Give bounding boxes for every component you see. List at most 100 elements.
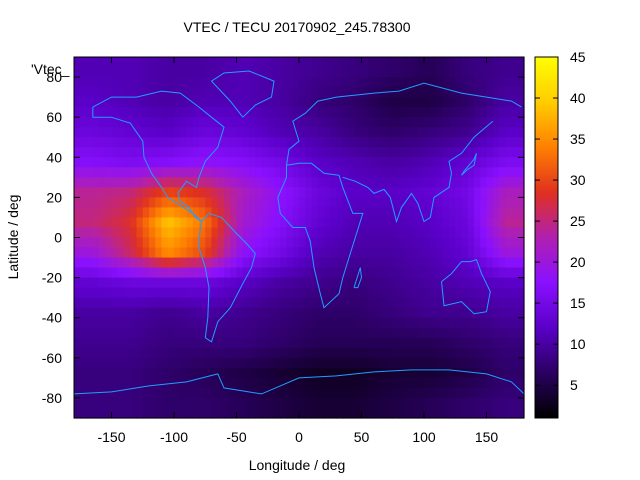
heatmap-cell [242, 297, 250, 309]
heatmap-cell [161, 397, 169, 409]
heatmap-cell [205, 217, 213, 229]
heatmap-cell [492, 357, 500, 369]
heatmap-cell [424, 97, 431, 108]
heatmap-cell [386, 357, 394, 369]
heatmap-cell [342, 67, 350, 78]
heatmap-cell [455, 347, 463, 359]
heatmap-cell [142, 137, 150, 148]
heatmap-cell [349, 367, 356, 379]
heatmap-cell [436, 197, 444, 209]
heatmap-cell [255, 107, 263, 118]
heatmap-cell [192, 177, 200, 188]
heatmap-cell [130, 337, 138, 349]
heatmap-cell [442, 197, 450, 209]
heatmap-cell [149, 117, 156, 128]
heatmap-cell [117, 217, 125, 229]
heatmap-cell [86, 327, 94, 339]
heatmap-cell [124, 407, 131, 419]
heatmap-cell [274, 387, 281, 399]
heatmap-cell [149, 167, 156, 178]
heatmap-cell [380, 67, 388, 78]
heatmap-cell [480, 177, 488, 188]
heatmap-cell [467, 87, 475, 98]
heatmap-cell [274, 57, 281, 68]
heatmap-cell [424, 207, 431, 219]
heatmap-cell [499, 377, 506, 389]
heatmap-cell [74, 67, 81, 78]
heatmap-cell [255, 87, 263, 98]
heatmap-cell [505, 207, 513, 219]
heatmap-cell [111, 377, 119, 389]
heatmap-cell [92, 97, 100, 108]
heatmap-cell [511, 317, 519, 329]
heatmap-cell [299, 177, 306, 188]
heatmap-cell [386, 87, 394, 98]
heatmap-cell [111, 257, 119, 269]
heatmap-cell [467, 357, 475, 369]
heatmap-cell [86, 307, 94, 319]
heatmap-cell [255, 367, 263, 379]
heatmap-cell [136, 217, 144, 229]
heatmap-cell [461, 137, 469, 148]
heatmap-cell [261, 137, 269, 148]
heatmap-cell [80, 247, 88, 259]
heatmap-cell [142, 397, 150, 409]
heatmap-cell [405, 367, 413, 379]
heatmap-cell [492, 57, 500, 68]
heatmap-cell [374, 357, 381, 369]
heatmap-cell [442, 77, 450, 88]
heatmap-cell [449, 157, 456, 168]
heatmap-cell [74, 107, 81, 118]
heatmap-cell [442, 367, 450, 379]
heatmap-cell [99, 147, 106, 158]
heatmap-cell [230, 147, 238, 158]
heatmap-cell [474, 317, 481, 329]
heatmap-cell [330, 167, 338, 178]
heatmap-cell [99, 177, 106, 188]
heatmap-cell [86, 347, 94, 359]
heatmap-cell [86, 367, 94, 379]
heatmap-cell [517, 357, 525, 369]
heatmap-cell [324, 67, 331, 78]
heatmap-cell [217, 397, 225, 409]
heatmap-cell [286, 157, 294, 168]
heatmap-cell [374, 67, 381, 78]
heatmap-cell [411, 267, 419, 279]
heatmap-cell [80, 127, 88, 138]
heatmap-cell [167, 97, 175, 108]
heatmap-cell [355, 147, 363, 158]
heatmap-cell [74, 277, 81, 289]
heatmap-cell [411, 227, 419, 239]
heatmap-cell [486, 117, 494, 128]
heatmap-cell [236, 337, 244, 349]
heatmap-cell [392, 267, 400, 279]
heatmap-cell [467, 117, 475, 128]
heatmap-cell [261, 307, 269, 319]
heatmap-cell [361, 207, 369, 219]
heatmap-cell [461, 307, 469, 319]
heatmap-cell [267, 177, 275, 188]
heatmap-cell [455, 397, 463, 409]
heatmap-cell [461, 357, 469, 369]
heatmap-cell [86, 357, 94, 369]
heatmap-cell [392, 397, 400, 409]
heatmap-cell [336, 87, 344, 98]
heatmap-cell [292, 247, 300, 259]
heatmap-cell [461, 387, 469, 399]
heatmap-cell [167, 297, 175, 309]
heatmap-cell [199, 317, 206, 329]
heatmap-cell [199, 217, 206, 229]
heatmap-cell [442, 127, 450, 138]
heatmap-cell [286, 147, 294, 158]
heatmap-cell [286, 137, 294, 148]
heatmap-cell [236, 227, 244, 239]
heatmap-cell [111, 87, 119, 98]
heatmap-cell [280, 147, 288, 158]
heatmap-cell [180, 267, 188, 279]
heatmap-cell [505, 97, 513, 108]
heatmap-cell [380, 257, 388, 269]
heatmap-cell [417, 287, 425, 299]
heatmap-cell [492, 287, 500, 299]
heatmap-cell [299, 357, 306, 369]
heatmap-cell [205, 137, 213, 148]
